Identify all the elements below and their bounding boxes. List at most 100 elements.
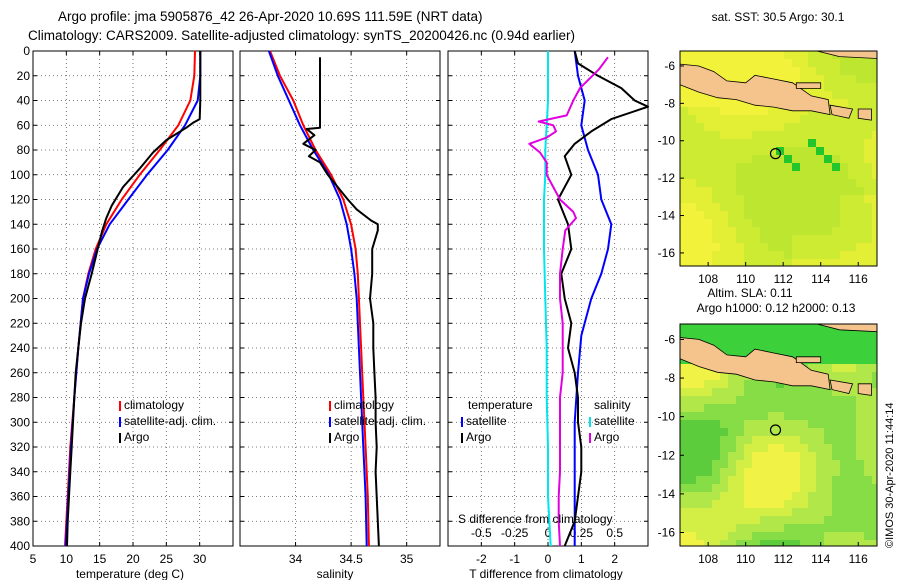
map-cell — [832, 372, 840, 380]
map-cell — [760, 179, 768, 187]
x-tick-label: 2 — [611, 552, 618, 566]
map-cell — [832, 83, 840, 91]
map-cell — [840, 171, 848, 179]
map-cell — [872, 83, 877, 91]
map-cell — [808, 235, 816, 243]
map-cell — [688, 436, 696, 444]
map-cell — [840, 492, 848, 500]
map-cell — [768, 259, 776, 266]
map-cell — [840, 195, 848, 203]
map-cell — [688, 51, 696, 59]
map-cell — [872, 356, 877, 364]
map-cell — [832, 516, 840, 524]
map-cell — [768, 380, 776, 388]
map-cell — [696, 508, 704, 516]
map-cell — [744, 219, 752, 227]
map-cell — [848, 484, 856, 492]
map-cell — [736, 211, 744, 219]
map-cell — [824, 516, 832, 524]
map-cell — [768, 540, 776, 546]
map-cell — [856, 147, 864, 155]
map-cell — [768, 460, 776, 468]
lon-tick-label: 116 — [849, 552, 868, 566]
map-cell — [864, 452, 872, 460]
map-cell — [792, 211, 800, 219]
map-cell — [792, 388, 800, 396]
map-cell — [720, 235, 728, 243]
map-cell — [736, 340, 744, 348]
map-cell — [848, 492, 856, 500]
map-cell — [864, 524, 872, 532]
map-cell — [856, 83, 864, 91]
map-cell — [800, 203, 808, 211]
map-cell — [720, 452, 728, 460]
map-cell — [824, 492, 832, 500]
map-cell — [864, 516, 872, 524]
map-cell — [776, 396, 784, 404]
map-cell — [808, 131, 816, 139]
map-cell — [720, 540, 728, 546]
x-tick-label: 30 — [193, 552, 207, 566]
map-cell — [816, 203, 824, 211]
map-cell — [680, 516, 688, 524]
map-cell — [688, 364, 696, 372]
map-cell — [792, 195, 800, 203]
legend-climatology: climatology — [124, 398, 184, 412]
map-cell — [840, 372, 848, 380]
map-cell — [784, 171, 792, 179]
map-cell — [736, 251, 744, 259]
map-cell — [696, 532, 704, 540]
map-cell — [712, 195, 720, 203]
map-cell — [840, 476, 848, 484]
map-cell — [816, 452, 824, 460]
map-cell — [832, 171, 840, 179]
map-cell — [688, 123, 696, 131]
map-cell — [784, 404, 792, 412]
map-cell — [800, 476, 808, 484]
map-cell — [720, 163, 728, 171]
map-cell — [680, 83, 688, 91]
map-cell — [760, 508, 768, 516]
map-cell — [736, 67, 744, 75]
map-cell — [768, 516, 776, 524]
map-cell — [720, 51, 728, 59]
map-cell — [792, 524, 800, 532]
s-tick-label: 0 — [545, 526, 552, 540]
map-cell — [824, 187, 832, 195]
header-line-1: Argo profile: jma 5905876_42 26-Apr-2020… — [58, 9, 483, 24]
map-cell — [792, 396, 800, 404]
map-cell — [704, 388, 712, 396]
map-cell — [856, 492, 864, 500]
map-cell — [800, 508, 808, 516]
map-cell — [688, 412, 696, 420]
map-cell — [824, 195, 832, 203]
map-cell — [816, 460, 824, 468]
map-cell — [688, 59, 696, 67]
map-cell — [864, 91, 872, 99]
map-cell — [760, 107, 768, 115]
map-cell — [792, 259, 800, 266]
map-cell — [840, 532, 848, 540]
map-cell — [768, 179, 776, 187]
map-cell — [688, 468, 696, 476]
map-cell — [816, 436, 824, 444]
map-cell — [752, 396, 760, 404]
map-cell — [736, 484, 744, 492]
map-cell — [840, 524, 848, 532]
map-cell — [848, 67, 856, 75]
map-cell — [872, 251, 877, 259]
map-cell — [856, 412, 864, 420]
map-cell — [840, 91, 848, 99]
map-cell — [864, 259, 872, 266]
map-cell — [872, 404, 877, 412]
map-cell — [792, 115, 800, 123]
map-cell — [720, 404, 728, 412]
series-line-climatology — [269, 50, 370, 547]
map-cell — [696, 404, 704, 412]
map-cell — [744, 147, 752, 155]
legend-temp-satellite: satellite — [466, 414, 507, 428]
map-cell — [744, 195, 752, 203]
map-cell — [776, 51, 784, 59]
map-cell — [800, 259, 808, 266]
map-cell — [856, 115, 864, 123]
